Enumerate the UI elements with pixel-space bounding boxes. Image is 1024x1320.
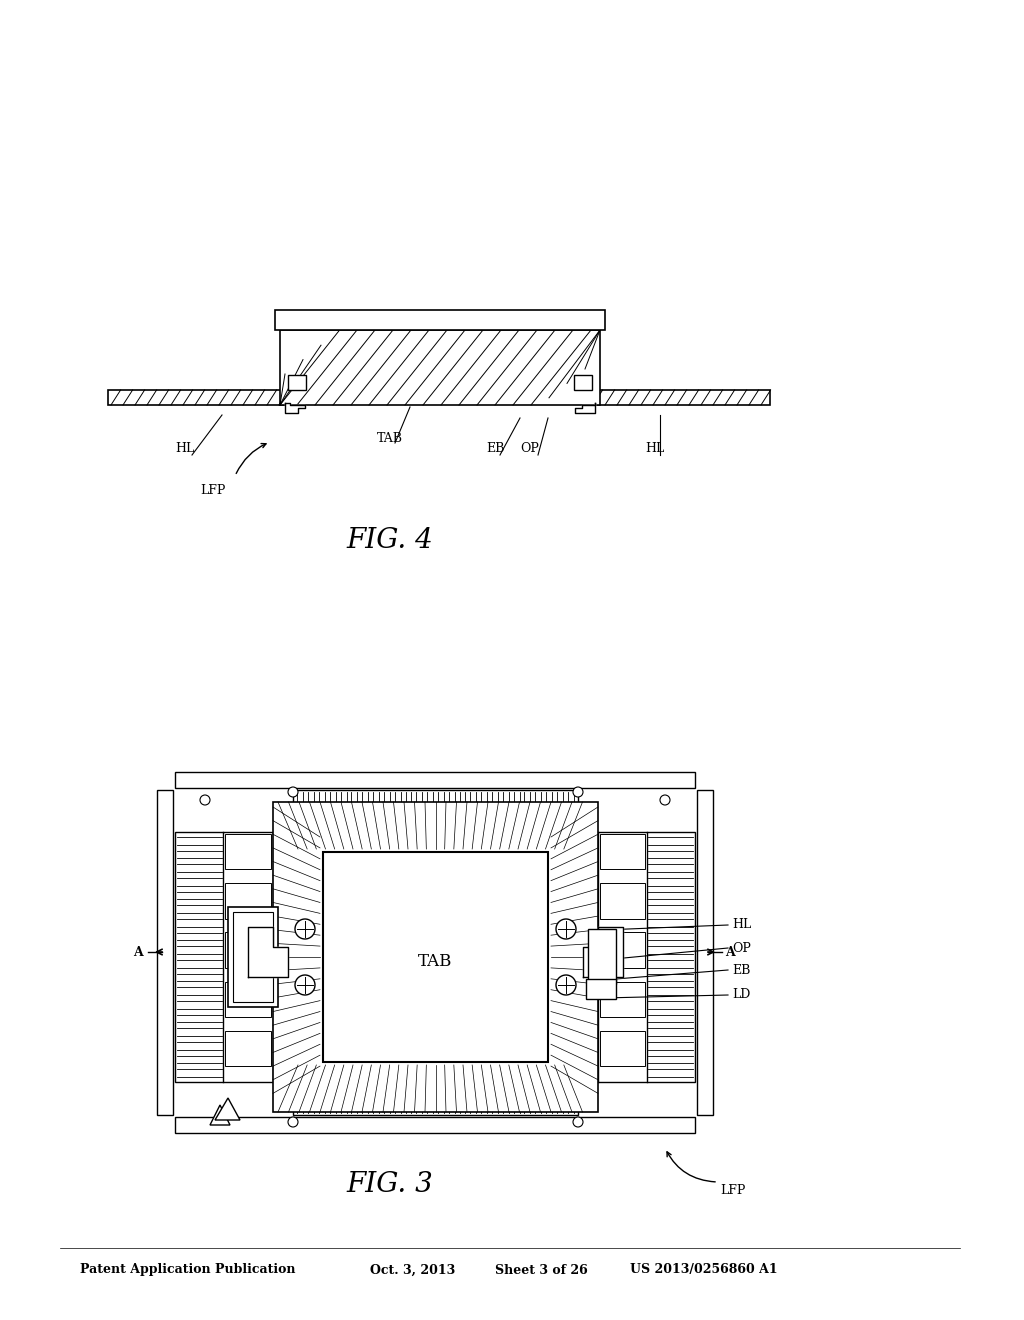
- Bar: [280, 330, 600, 405]
- Bar: [233, 912, 273, 1002]
- Bar: [175, 1117, 695, 1133]
- Bar: [175, 832, 321, 1082]
- Circle shape: [288, 1117, 298, 1127]
- Circle shape: [573, 787, 583, 797]
- Bar: [330, 812, 355, 828]
- Bar: [586, 979, 616, 999]
- Circle shape: [556, 975, 575, 995]
- Text: A: A: [133, 945, 143, 958]
- Polygon shape: [575, 403, 595, 413]
- Bar: [600, 834, 645, 870]
- Polygon shape: [210, 1105, 230, 1125]
- Bar: [323, 851, 548, 1063]
- Text: A: A: [725, 945, 735, 958]
- Polygon shape: [248, 927, 288, 977]
- FancyArrowPatch shape: [667, 1152, 715, 1181]
- Bar: [590, 389, 770, 405]
- Text: LFP: LFP: [200, 483, 225, 496]
- Bar: [541, 812, 566, 828]
- Text: HL: HL: [732, 919, 752, 932]
- Bar: [273, 803, 598, 1111]
- Bar: [225, 982, 270, 1016]
- Bar: [435, 812, 461, 828]
- Bar: [275, 310, 605, 330]
- Bar: [293, 789, 578, 850]
- Bar: [471, 812, 496, 828]
- Bar: [550, 832, 695, 1082]
- Bar: [600, 883, 645, 919]
- Bar: [288, 375, 306, 389]
- Text: FIG. 4: FIG. 4: [347, 527, 433, 553]
- Polygon shape: [285, 403, 305, 413]
- Bar: [225, 883, 270, 919]
- Bar: [435, 1084, 461, 1097]
- FancyArrowPatch shape: [237, 444, 266, 474]
- Bar: [600, 982, 645, 1016]
- Text: Patent Application Publication: Patent Application Publication: [80, 1263, 296, 1276]
- Text: EB: EB: [732, 964, 751, 977]
- Bar: [697, 789, 713, 1115]
- Bar: [471, 1084, 496, 1097]
- Bar: [157, 789, 173, 1115]
- Text: OP: OP: [520, 442, 540, 455]
- Bar: [295, 812, 321, 828]
- Bar: [400, 812, 426, 828]
- Bar: [506, 812, 531, 828]
- Text: Sheet 3 of 26: Sheet 3 of 26: [495, 1263, 588, 1276]
- Bar: [293, 1064, 578, 1115]
- Bar: [574, 375, 592, 389]
- Bar: [108, 389, 290, 405]
- Bar: [400, 1084, 426, 1097]
- Text: TAB: TAB: [418, 953, 453, 970]
- Text: OP: OP: [732, 941, 751, 954]
- Bar: [506, 1084, 531, 1097]
- Circle shape: [573, 1117, 583, 1127]
- Text: TAB: TAB: [377, 432, 403, 445]
- Bar: [600, 932, 645, 968]
- Text: Oct. 3, 2013: Oct. 3, 2013: [370, 1263, 456, 1276]
- Circle shape: [288, 787, 298, 797]
- Bar: [330, 1084, 355, 1097]
- Text: US 2013/0256860 A1: US 2013/0256860 A1: [630, 1263, 777, 1276]
- Text: FIG. 3: FIG. 3: [347, 1172, 433, 1199]
- Circle shape: [295, 975, 315, 995]
- Text: LFP: LFP: [720, 1184, 745, 1196]
- Circle shape: [295, 919, 315, 939]
- Text: EB: EB: [485, 442, 504, 455]
- Bar: [600, 1031, 645, 1067]
- Text: HL: HL: [645, 442, 665, 455]
- Bar: [225, 932, 270, 968]
- Bar: [175, 772, 695, 788]
- Bar: [225, 1031, 270, 1067]
- Text: LD: LD: [732, 989, 751, 1002]
- Bar: [225, 834, 270, 870]
- Polygon shape: [583, 927, 623, 977]
- Bar: [541, 1084, 566, 1097]
- Polygon shape: [215, 1098, 240, 1119]
- Bar: [366, 812, 390, 828]
- Bar: [366, 1084, 390, 1097]
- Bar: [295, 1084, 321, 1097]
- Text: HL: HL: [175, 442, 195, 455]
- Bar: [228, 907, 278, 1007]
- Bar: [588, 929, 616, 983]
- Circle shape: [556, 919, 575, 939]
